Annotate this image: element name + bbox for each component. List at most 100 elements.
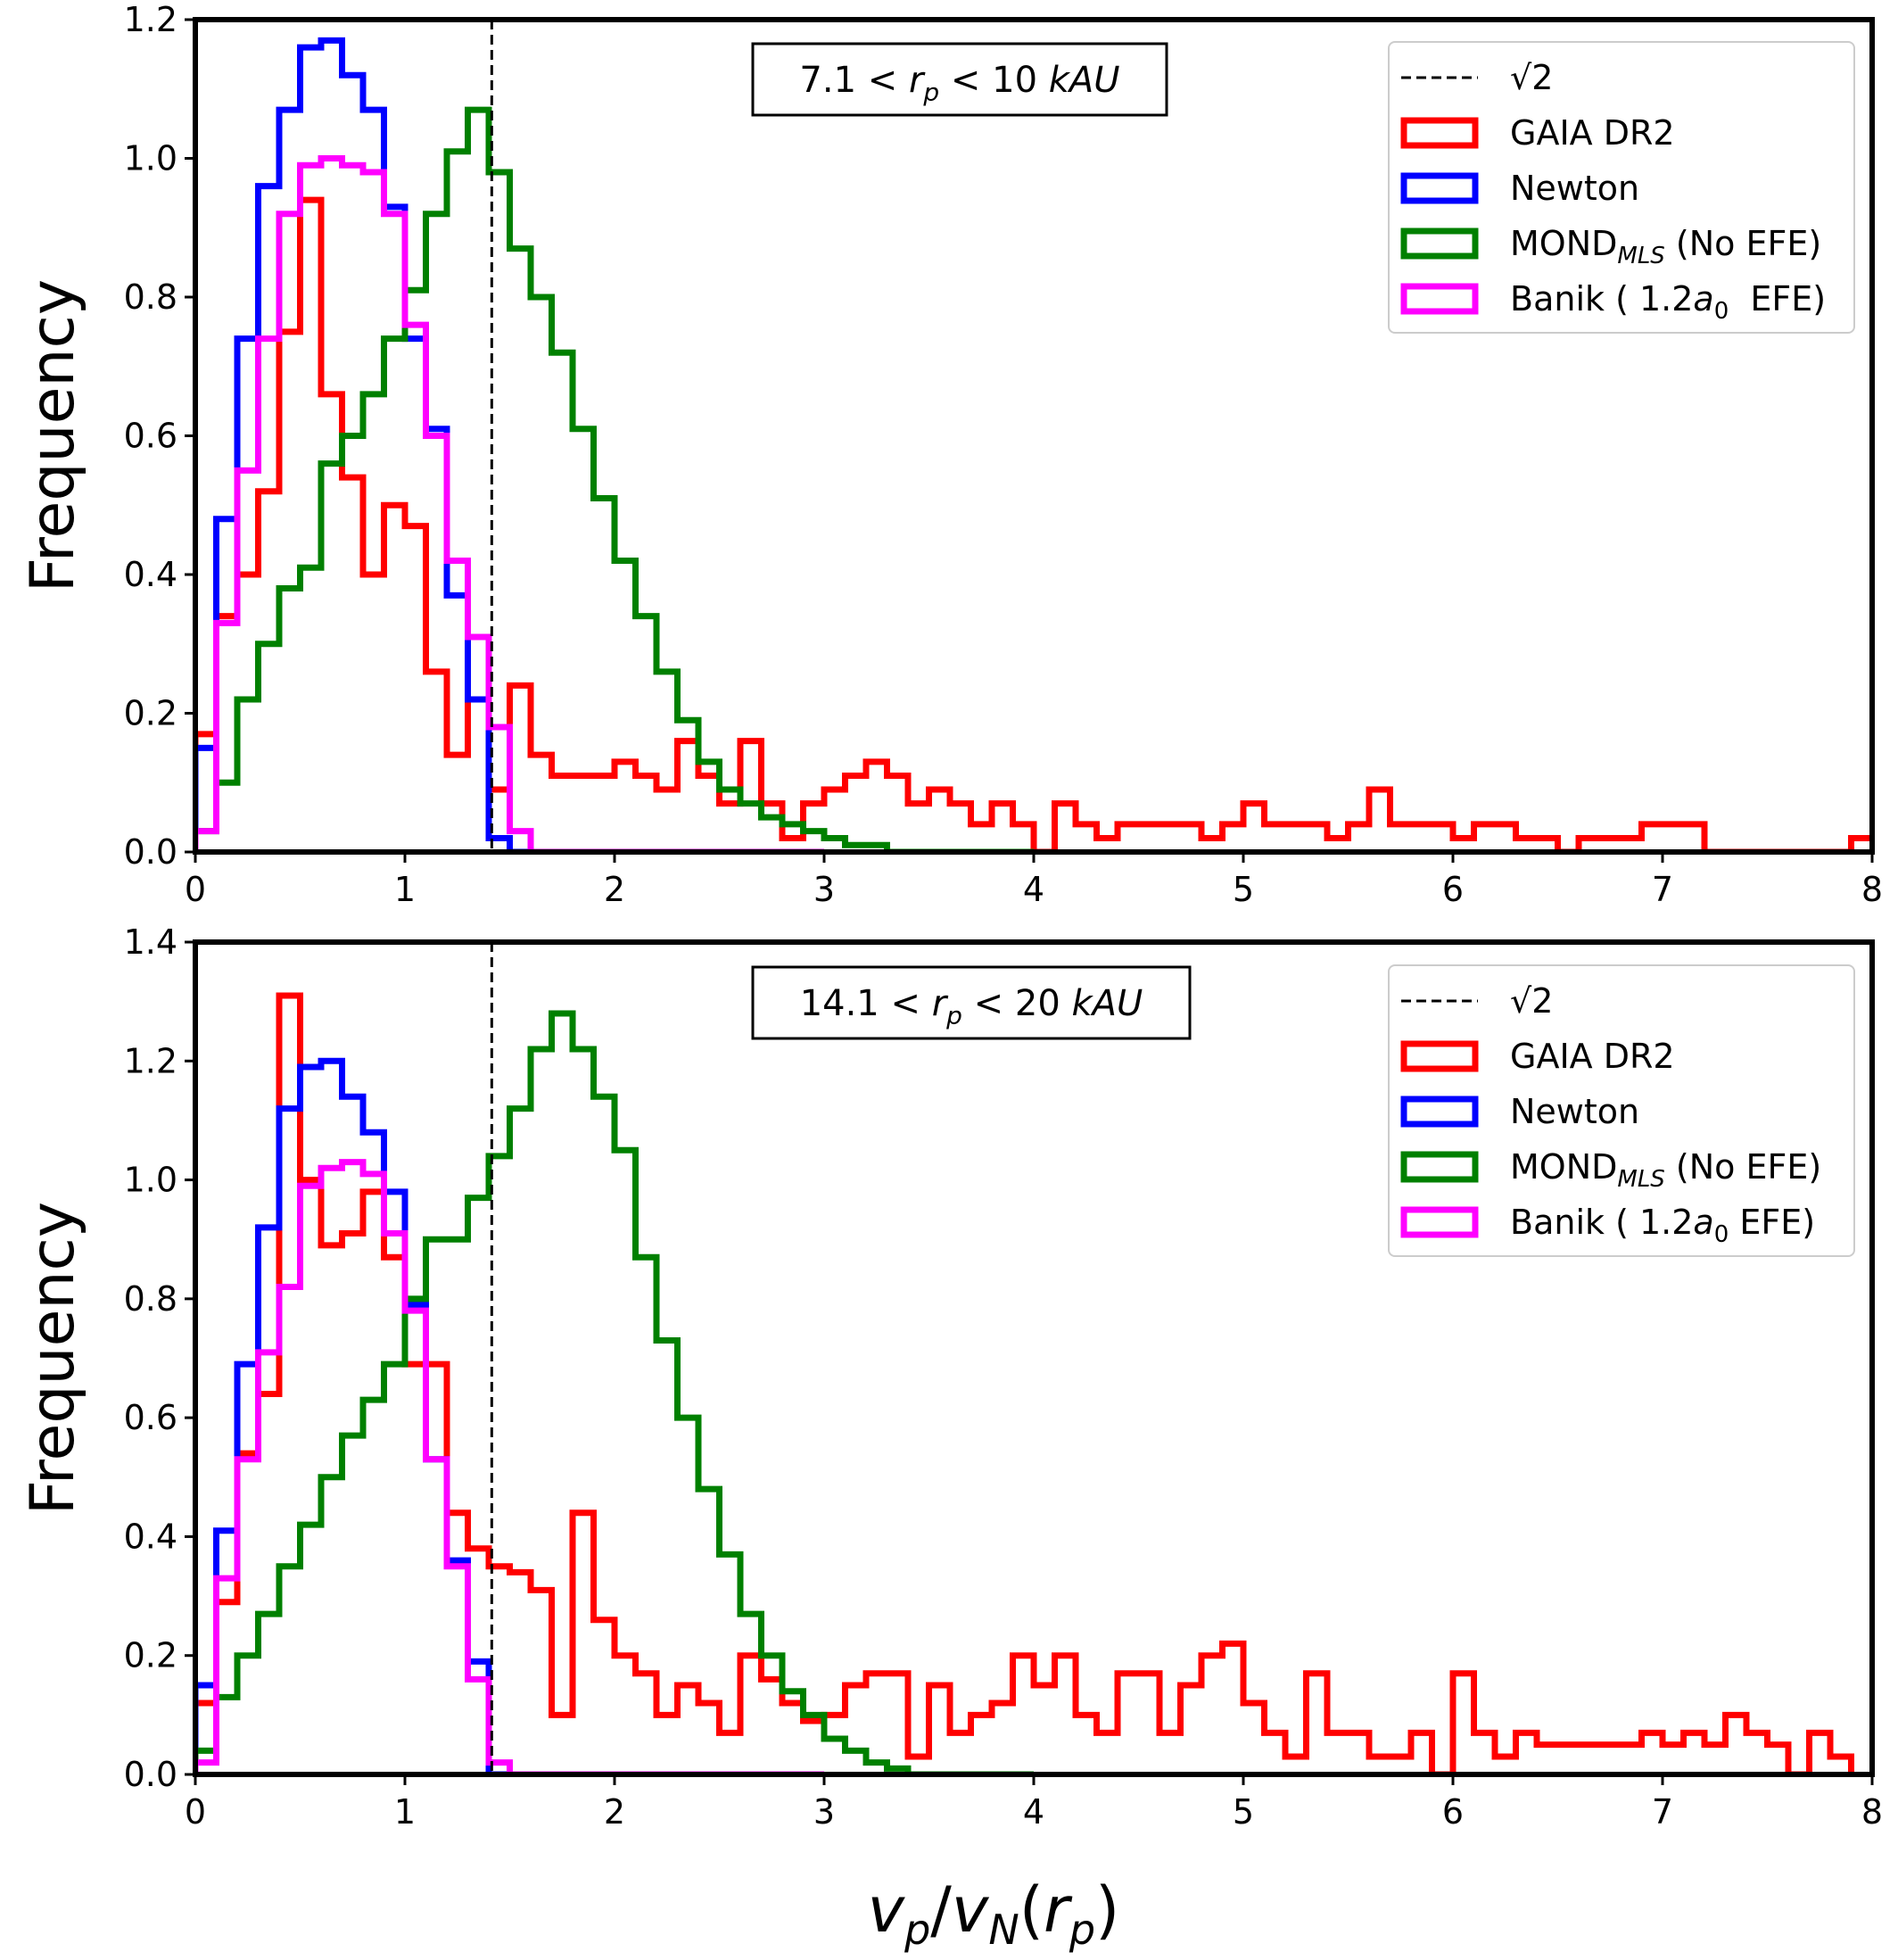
histogram-bar bbox=[321, 464, 342, 852]
histogram-bar bbox=[426, 1460, 448, 1774]
y-tick-label: 0.6 bbox=[124, 1398, 177, 1437]
histogram-bar bbox=[1159, 1733, 1181, 1774]
legend-label: GAIA DR2 bbox=[1510, 1037, 1675, 1076]
histogram-bar bbox=[762, 1679, 783, 1774]
x-tick-label: 3 bbox=[813, 1792, 835, 1832]
histogram-bar bbox=[468, 637, 490, 852]
histogram-bar bbox=[1097, 1733, 1118, 1774]
histogram-bar bbox=[678, 1418, 699, 1774]
histogram-bar bbox=[405, 339, 426, 852]
histogram-bar bbox=[656, 1715, 678, 1774]
legend-patch-swatch bbox=[1400, 117, 1479, 149]
histogram-bar bbox=[279, 332, 301, 852]
histogram-bar bbox=[552, 1715, 574, 1774]
histogram-bar bbox=[217, 1578, 238, 1774]
histogram-bar bbox=[656, 1341, 678, 1774]
histogram-bar bbox=[1453, 1674, 1474, 1774]
legend-entry-newton: Newton bbox=[1400, 1092, 1639, 1131]
histogram-bar bbox=[782, 1703, 804, 1774]
histogram-bar bbox=[1013, 824, 1035, 852]
histogram-bar bbox=[217, 623, 238, 852]
histogram-outline-banik-1-2a-0-efe bbox=[195, 155, 824, 852]
x-tick-label: 6 bbox=[1442, 1792, 1464, 1832]
histogram-bar bbox=[363, 1174, 384, 1774]
histogram-bar bbox=[1307, 1674, 1328, 1774]
legend-patch-swatch bbox=[1400, 227, 1479, 260]
histogram-bar bbox=[1307, 824, 1328, 852]
histogram-bar bbox=[656, 790, 678, 852]
series-banik-1-2a-0-efe bbox=[195, 155, 824, 853]
histogram-bar bbox=[1642, 824, 1663, 852]
histogram-bar bbox=[740, 804, 762, 852]
histogram-bar bbox=[301, 165, 322, 852]
histogram-bar bbox=[279, 589, 301, 852]
histogram-bar bbox=[1558, 1745, 1580, 1774]
histogram-bar bbox=[342, 436, 364, 853]
y-tick-label: 0.8 bbox=[124, 277, 177, 317]
histogram-bar bbox=[1704, 1745, 1726, 1774]
x-tick-label: 1 bbox=[394, 870, 416, 909]
histogram-outline-banik-1-2a-0-efe bbox=[195, 1159, 824, 1774]
histogram-bar bbox=[1181, 824, 1202, 852]
legend-entry-mond-mls-no-efe: MONDMLS (No EFE) bbox=[1400, 1147, 1821, 1193]
y-tick-label: 0.6 bbox=[124, 417, 177, 456]
histogram-bar bbox=[1600, 1745, 1622, 1774]
histogram-bar bbox=[678, 1685, 699, 1774]
histogram-bar bbox=[384, 505, 406, 852]
legend-label: MONDMLS (No EFE) bbox=[1510, 224, 1821, 269]
histogram-bar bbox=[992, 1703, 1013, 1774]
x-tick-label: 7 bbox=[1652, 1792, 1673, 1832]
series-newton bbox=[195, 1057, 824, 1774]
legend-patch-swatch bbox=[1400, 283, 1479, 315]
histogram-bar bbox=[510, 1572, 532, 1774]
plot-area bbox=[195, 37, 1872, 853]
histogram-bar bbox=[615, 762, 636, 852]
x-tick-label: 5 bbox=[1233, 870, 1254, 909]
histogram-bar bbox=[698, 1489, 720, 1774]
histogram-bar bbox=[301, 1067, 322, 1774]
histogram-outline-mond-mls-no-efe bbox=[195, 106, 1034, 852]
y-tick-label: 0.4 bbox=[124, 1517, 177, 1556]
histogram-bar bbox=[301, 567, 322, 852]
histogram-bar bbox=[929, 790, 951, 852]
histogram-outline-gaia-dr2 bbox=[195, 992, 1854, 1774]
histogram-bar bbox=[342, 1435, 364, 1774]
histogram-bar bbox=[992, 804, 1013, 852]
histogram-bar bbox=[301, 200, 322, 852]
histogram-bar bbox=[1034, 1685, 1055, 1774]
histogram-bar bbox=[217, 782, 238, 852]
legend-label: Banik ( 1.2a0 EFE) bbox=[1510, 1203, 1815, 1248]
histogram-bar bbox=[301, 1186, 322, 1774]
histogram-bar bbox=[1349, 824, 1370, 852]
histogram-bar bbox=[615, 1656, 636, 1774]
histogram-bar bbox=[552, 1013, 574, 1774]
histogram-bar bbox=[259, 186, 280, 852]
histogram-bar bbox=[740, 1656, 762, 1774]
histogram-bar bbox=[342, 165, 364, 852]
histogram-bar bbox=[405, 1305, 426, 1774]
histogram-bar bbox=[846, 775, 867, 852]
histogram-bar bbox=[846, 1750, 867, 1774]
histogram-bar bbox=[950, 804, 971, 852]
histogram-bar bbox=[510, 249, 532, 852]
histogram-bar bbox=[1076, 1715, 1097, 1774]
histogram-bar bbox=[363, 172, 384, 852]
histogram-bar bbox=[1746, 1733, 1768, 1774]
histogram-bar bbox=[1243, 804, 1265, 852]
legend-label: Newton bbox=[1510, 169, 1639, 208]
legend-patch-swatch bbox=[1400, 1040, 1479, 1072]
x-tick-label: 3 bbox=[813, 870, 835, 909]
histogram-bar bbox=[321, 1168, 342, 1774]
histogram-bar bbox=[762, 1656, 783, 1774]
x-tick-label: 7 bbox=[1652, 870, 1673, 909]
histogram-bar bbox=[615, 1150, 636, 1774]
series-gaia-dr2 bbox=[195, 196, 1872, 852]
histogram-bar bbox=[321, 159, 342, 853]
histogram-bar bbox=[1432, 824, 1454, 852]
histogram-bar bbox=[1474, 824, 1496, 852]
histogram-bar bbox=[887, 1674, 909, 1774]
histogram-bar bbox=[1768, 1745, 1789, 1774]
histogram-bar bbox=[468, 110, 490, 852]
annotation-box bbox=[751, 42, 1168, 117]
histogram-bar bbox=[1159, 824, 1181, 852]
